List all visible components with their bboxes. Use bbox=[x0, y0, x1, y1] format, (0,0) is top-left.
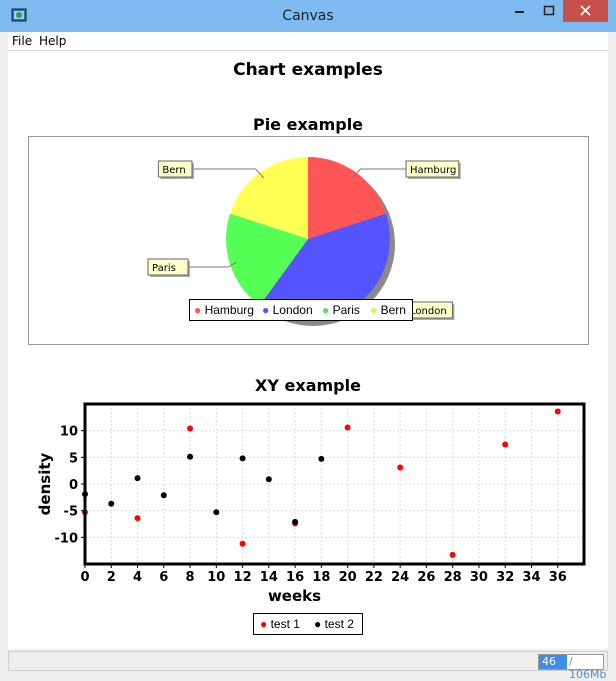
x-tick-label: 28 bbox=[444, 570, 462, 585]
legend-label: London bbox=[272, 303, 313, 317]
y-tick-label: -10 bbox=[55, 531, 79, 546]
x-tick-label: 22 bbox=[365, 570, 383, 585]
legend-dot-icon: ● bbox=[260, 617, 268, 631]
x-tick-label: 20 bbox=[339, 570, 357, 585]
y-tick-label: 5 bbox=[69, 451, 78, 466]
x-tick-label: 14 bbox=[260, 570, 278, 585]
data-point-2 bbox=[187, 453, 194, 460]
xy-legend: ● test 1 ● test 2 bbox=[253, 613, 363, 635]
data-point-1 bbox=[502, 441, 509, 448]
data-point-1 bbox=[134, 515, 141, 522]
legend-item-test2: ● test 2 bbox=[314, 617, 354, 631]
x-tick-label: 34 bbox=[522, 570, 540, 585]
x-tick-label: 26 bbox=[417, 570, 435, 585]
legend-dot-icon: ● bbox=[314, 617, 322, 631]
pie-chart: Hamburg London Paris Bern bbox=[147, 157, 461, 326]
x-tick-label: 4 bbox=[133, 570, 142, 585]
data-point-2 bbox=[265, 476, 272, 483]
x-tick-label: 18 bbox=[312, 570, 330, 585]
y-tick-label: 0 bbox=[69, 478, 78, 493]
legend-dot-icon: ● bbox=[194, 303, 202, 317]
pie-label-london: London bbox=[410, 306, 447, 317]
legend-dot-icon: ● bbox=[370, 303, 378, 317]
data-point-1 bbox=[239, 540, 246, 547]
pie-chart-title: Pie example bbox=[252, 115, 364, 134]
x-tick-label: 36 bbox=[549, 570, 567, 585]
x-tick-label: 0 bbox=[80, 570, 89, 585]
title-bar[interactable]: Canvas bbox=[0, 0, 616, 32]
pie-label-connector bbox=[188, 261, 237, 268]
minimize-button[interactable] bbox=[504, 0, 534, 22]
legend-label: Hamburg bbox=[204, 303, 254, 317]
menu-bar: File Help bbox=[8, 32, 608, 51]
x-tick-label: 8 bbox=[186, 570, 195, 585]
legend-item-london: ● London bbox=[262, 303, 313, 317]
xy-chart: 0 2 4 6 8 10 12 14 16 18 20 22 24 26 28 30 32 34 36-10-505… bbox=[36, 402, 586, 605]
memory-total: / 106Mb bbox=[569, 655, 607, 681]
close-button[interactable] bbox=[563, 0, 608, 22]
data-point-1 bbox=[397, 464, 404, 471]
y-axis-label: density bbox=[36, 452, 54, 515]
data-point-2 bbox=[318, 455, 325, 462]
data-point-2 bbox=[213, 509, 220, 516]
x-tick-label: 30 bbox=[470, 570, 488, 585]
pie-label-bern: Bern bbox=[162, 165, 185, 176]
pie-label-box bbox=[147, 258, 189, 276]
legend-item-paris: ● Paris bbox=[322, 303, 360, 317]
data-point-2 bbox=[160, 492, 167, 499]
legend-label: test 2 bbox=[324, 617, 354, 631]
data-point-1 bbox=[554, 408, 561, 415]
pie-label-connector bbox=[192, 168, 265, 179]
pie-label-connector bbox=[351, 168, 406, 179]
legend-label: Paris bbox=[332, 303, 360, 317]
data-point-1 bbox=[344, 424, 351, 431]
x-tick-label: 12 bbox=[234, 570, 252, 585]
legend-item-test1: ● test 1 bbox=[260, 617, 300, 631]
data-point-2 bbox=[108, 500, 115, 507]
legend-dot-icon: ● bbox=[322, 303, 330, 317]
pie-slice-bern bbox=[230, 157, 308, 239]
data-point-2 bbox=[134, 475, 141, 482]
pie-legend: ● Hamburg ● London ● Paris ● Bern bbox=[189, 299, 413, 321]
data-point-2 bbox=[239, 455, 246, 462]
x-tick-label: 16 bbox=[286, 570, 304, 585]
legend-item-hamburg: ● Hamburg bbox=[194, 303, 254, 317]
data-point-2 bbox=[292, 518, 299, 525]
legend-label: test 1 bbox=[270, 617, 300, 631]
app-icon bbox=[11, 8, 27, 22]
page-title: Chart examples bbox=[233, 60, 383, 80]
maximize-button[interactable] bbox=[534, 0, 564, 22]
pie-slice-paris bbox=[226, 213, 308, 306]
x-tick-label: 10 bbox=[207, 570, 225, 585]
x-tick-label: 2 bbox=[107, 570, 116, 585]
data-point-1 bbox=[187, 425, 194, 432]
menu-file[interactable]: File bbox=[12, 34, 33, 48]
legend-item-bern: ● Bern bbox=[370, 303, 406, 317]
x-tick-label: 24 bbox=[391, 570, 409, 585]
x-axis-label: weeks bbox=[268, 587, 321, 605]
pie-label-box bbox=[157, 160, 193, 178]
xy-chart-title: XY example bbox=[255, 376, 361, 395]
window-title: Canvas bbox=[282, 8, 334, 24]
x-tick-label: 6 bbox=[159, 570, 168, 585]
legend-label: Bern bbox=[380, 303, 406, 317]
memory-indicator[interactable]: 46 / 106Mb bbox=[538, 654, 606, 681]
x-tick-label: 32 bbox=[496, 570, 514, 585]
y-tick-label: -5 bbox=[64, 505, 78, 520]
pie-label-paris: Paris bbox=[152, 263, 176, 274]
legend-dot-icon: ● bbox=[262, 303, 270, 317]
pie-label-box bbox=[405, 160, 460, 178]
pie-label-hamburg: Hamburg bbox=[410, 165, 456, 176]
menu-help[interactable]: Help bbox=[39, 34, 67, 48]
pie-slice-london bbox=[259, 213, 390, 321]
y-tick-label: 10 bbox=[60, 425, 78, 440]
pie-slice-hamburg bbox=[308, 157, 386, 239]
data-point-1 bbox=[449, 551, 456, 558]
memory-used: 46 bbox=[542, 655, 556, 668]
status-bar: 46 / 106Mb bbox=[8, 651, 608, 681]
memory-fill bbox=[539, 655, 567, 669]
